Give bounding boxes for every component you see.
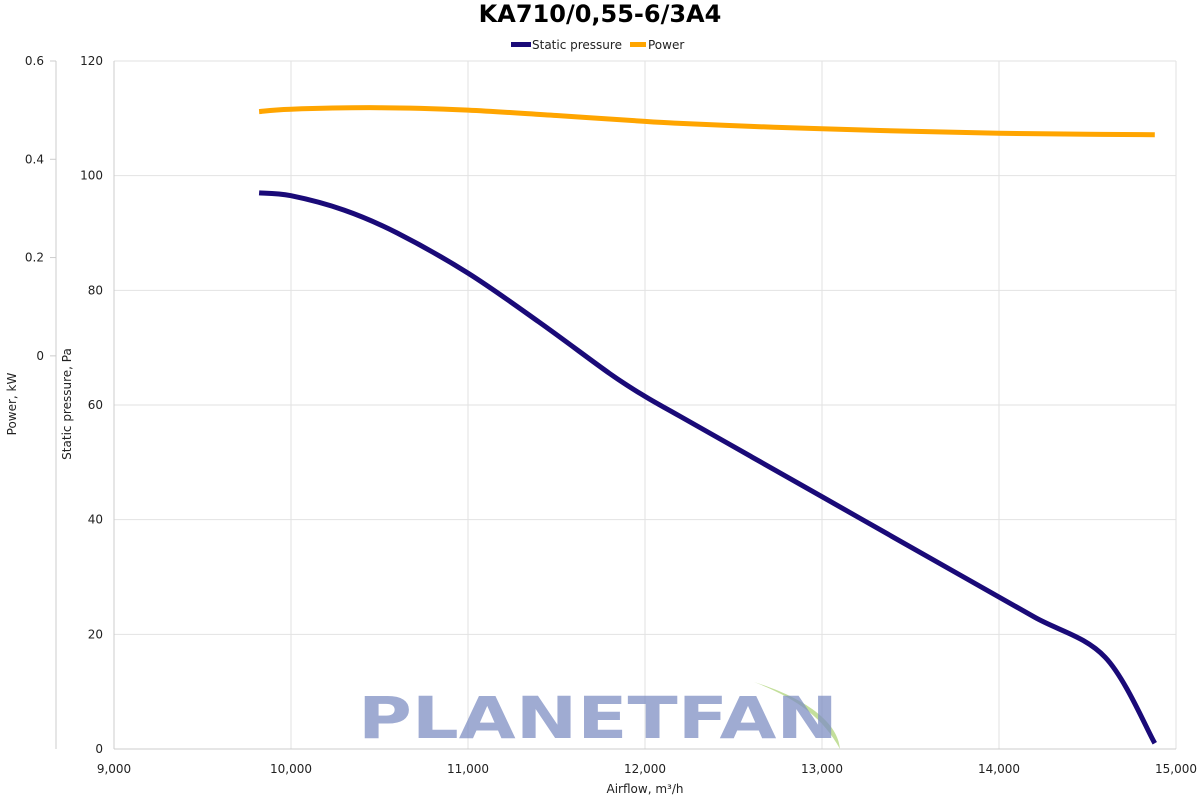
- series: [258, 105, 1157, 745]
- x-tick-label: 10,000: [270, 762, 312, 776]
- series-line-static-pressure: [258, 190, 1157, 745]
- x-tick-label: 12,000: [624, 762, 666, 776]
- series-line-power: [258, 105, 1155, 138]
- pressure-tick-label: 60: [88, 398, 103, 412]
- planetfan-logo: PLANETFAN: [358, 682, 840, 752]
- x-tick-label: 11,000: [447, 762, 489, 776]
- pressure-tick-label: 40: [88, 513, 103, 527]
- power-tick-label: 0.4: [25, 152, 44, 166]
- power-tick-label: 0: [36, 349, 44, 363]
- chart-title: KA710/0,55-6/3A4: [479, 0, 722, 28]
- legend: Static pressure Power: [511, 38, 684, 52]
- power-axis-label: Power, kW: [5, 373, 19, 436]
- axes: 9,000 10,000 11,000 12,000 13,000 14,000 15,00…: [25, 54, 1197, 776]
- watermark-text: PLANETFAN: [358, 684, 838, 752]
- x-tick-label: 13,000: [801, 762, 843, 776]
- pressure-tick-label: 20: [88, 627, 103, 641]
- power-tick-label: 0.6: [25, 54, 44, 68]
- pressure-tick-label: 100: [80, 169, 103, 183]
- x-tick-label: 14,000: [978, 762, 1020, 776]
- pressure-tick-label: 120: [80, 54, 103, 68]
- x-axis-label: Airflow, m³/h: [607, 782, 684, 796]
- pressure-axis-label: Static pressure, Pa: [60, 348, 74, 460]
- x-tick-label: 9,000: [97, 762, 131, 776]
- power-tick-label: 0.2: [25, 251, 44, 265]
- x-tick-label: 15,000: [1155, 762, 1197, 776]
- legend-label: Power: [648, 38, 684, 52]
- grid-lines: [113, 60, 1177, 750]
- legend-label: Static pressure: [532, 38, 622, 52]
- pressure-tick-label: 0: [95, 742, 103, 756]
- pressure-tick-label: 80: [88, 283, 103, 297]
